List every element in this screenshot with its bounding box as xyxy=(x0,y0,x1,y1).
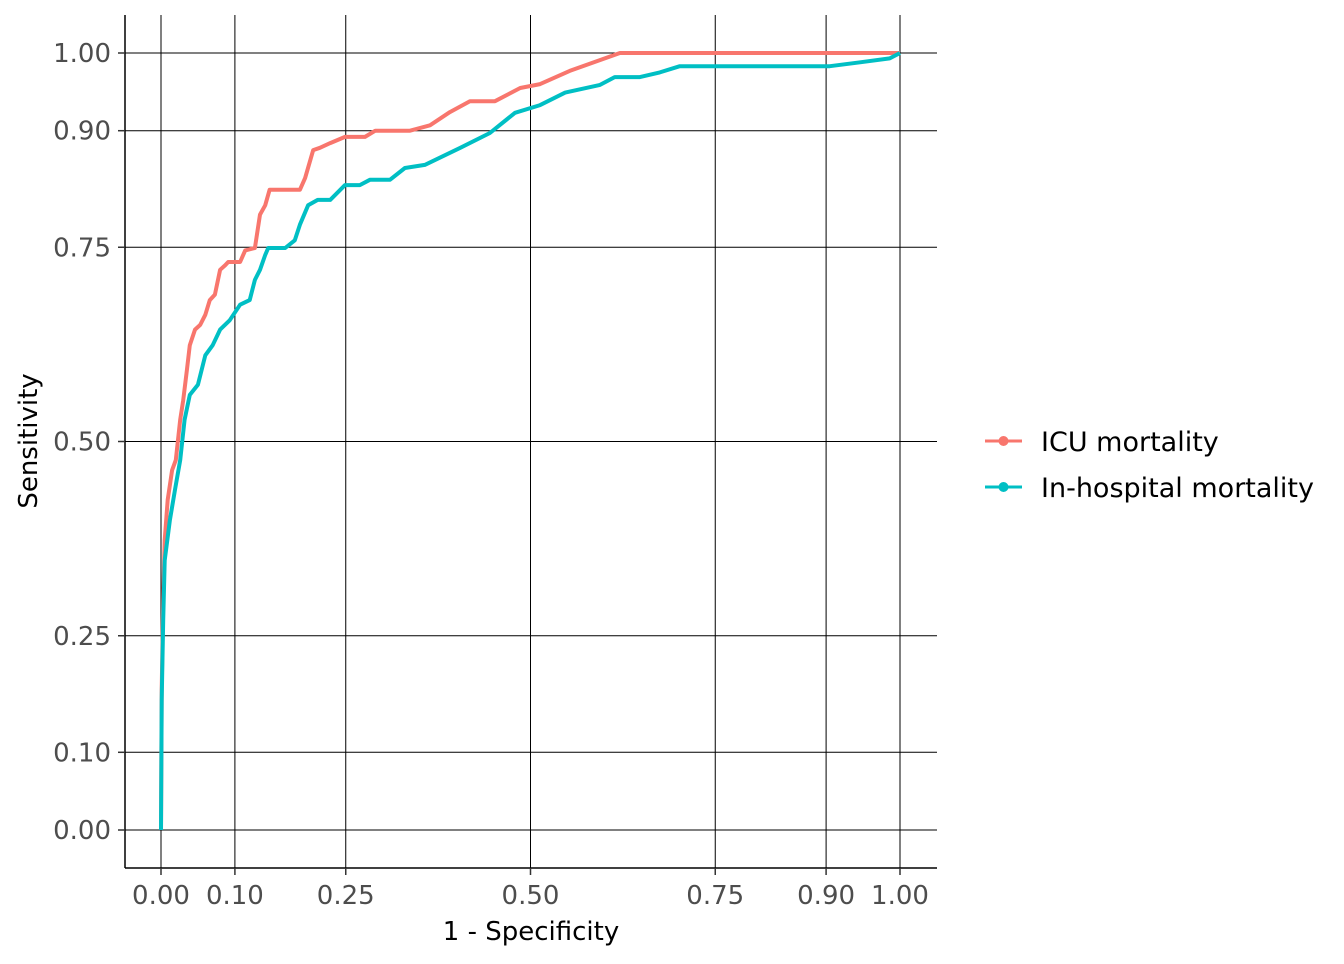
y-axis-title: Sensitivity xyxy=(14,373,44,508)
x-tick-label: 0.25 xyxy=(317,881,375,911)
x-tick-label: 0.50 xyxy=(502,881,560,911)
legend: ICU mortality In-hospital mortality xyxy=(985,427,1314,504)
y-tick-label: 0.75 xyxy=(53,233,111,263)
roc-curve-icu xyxy=(159,51,900,831)
legend-key-dot xyxy=(998,436,1009,446)
legend-key-dot xyxy=(998,482,1009,492)
x-tick-label: 0.75 xyxy=(686,881,744,911)
x-axis-title: 1 - Specificity xyxy=(443,917,619,947)
y-tick-label: 0.90 xyxy=(53,117,111,147)
legend-label: ICU mortality xyxy=(1041,427,1219,458)
y-tick-label: 0.50 xyxy=(53,428,111,458)
y-tick-label: 0.25 xyxy=(53,622,111,652)
x-tick-label: 0.00 xyxy=(132,881,190,911)
y-tick-label: 1.00 xyxy=(53,39,111,69)
y-tick-label: 0.10 xyxy=(53,738,111,768)
legend-label: In-hospital mortality xyxy=(1041,473,1314,504)
x-tick-label: 0.10 xyxy=(206,881,264,911)
series-lines xyxy=(159,51,901,831)
y-ticks: 0.00 0.10 0.25 0.50 0.75 0.90 1.00 xyxy=(53,39,125,846)
x-ticks: 0.00 0.10 0.25 0.50 0.75 0.90 1.00 xyxy=(132,868,929,911)
x-tick-label: 0.90 xyxy=(797,881,855,911)
x-tick-label: 1.00 xyxy=(871,881,929,911)
y-tick-label: 0.00 xyxy=(53,816,111,846)
grid-lines xyxy=(125,15,937,868)
roc-curve-in-hospital xyxy=(159,51,901,831)
